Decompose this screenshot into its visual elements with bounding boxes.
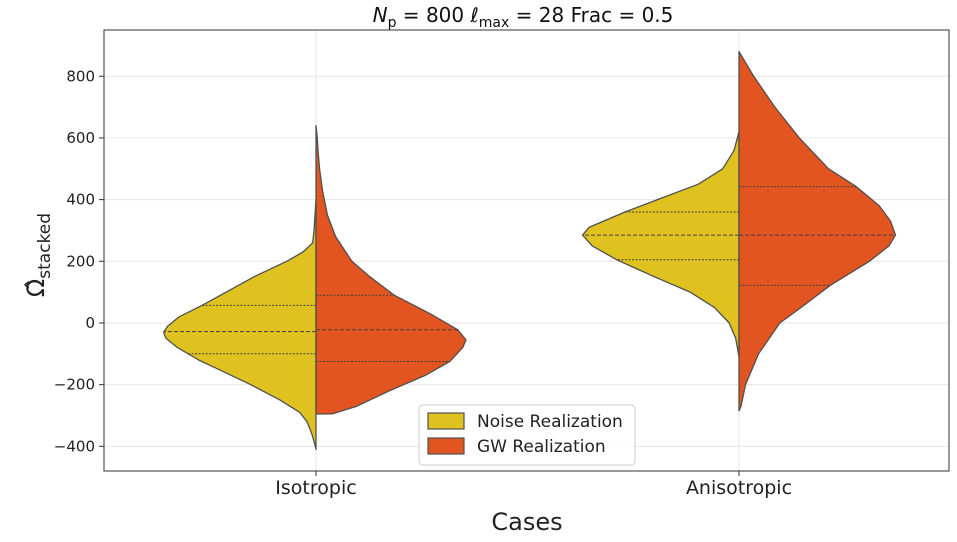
title-lmax-symbol: ℓ xyxy=(469,3,478,27)
y-tick-label: −400 xyxy=(54,437,95,455)
title-frac-value: 0.5 xyxy=(642,3,674,27)
y-tick-label: −200 xyxy=(54,376,95,394)
violin-isotropic-right xyxy=(315,124,467,415)
plot-frame xyxy=(103,29,950,472)
x-tick-label: Isotropic xyxy=(275,477,356,499)
legend-swatch xyxy=(427,437,465,455)
legend-label: Noise Realization xyxy=(477,412,623,432)
legend-label: GW Realization xyxy=(477,437,606,457)
y-tick-label: 600 xyxy=(66,129,95,147)
title-np-symbol: N xyxy=(373,3,388,27)
title-np-sub: p xyxy=(388,15,397,31)
x-axis-label: Cases xyxy=(491,508,562,536)
violin-isotropic-left xyxy=(162,198,317,451)
plot-area: −400 −200 0 200 400 600 800 Isotropic Anisotropi… xyxy=(54,29,950,499)
legend: Noise Realization GW Realization xyxy=(418,404,636,466)
y-tick-label: 200 xyxy=(66,252,95,270)
y-tick-label: 400 xyxy=(66,191,95,209)
y-tick-label: 0 xyxy=(85,314,95,332)
title-frac-label: Frac xyxy=(571,3,613,27)
violin-anisotropic-left xyxy=(581,131,740,358)
x-tick-label: Anisotropic xyxy=(686,477,792,499)
title-np-value: 800 xyxy=(426,3,464,27)
legend-box xyxy=(418,404,636,466)
legend-swatch xyxy=(427,412,465,430)
y-axis-label: Ω̂stacked xyxy=(22,213,55,297)
chart-title: Np = 800 ℓmax = 28 Frac = 0.5 xyxy=(373,3,674,31)
title-lmax-value: 28 xyxy=(539,3,564,27)
y-axis-label-sub: stacked xyxy=(35,213,55,279)
violin-anisotropic-right xyxy=(738,50,897,412)
y-axis-label-base: Ω̂ xyxy=(22,279,50,297)
y-tick-label: 800 xyxy=(66,67,95,85)
title-lmax-sub: max xyxy=(479,15,510,31)
